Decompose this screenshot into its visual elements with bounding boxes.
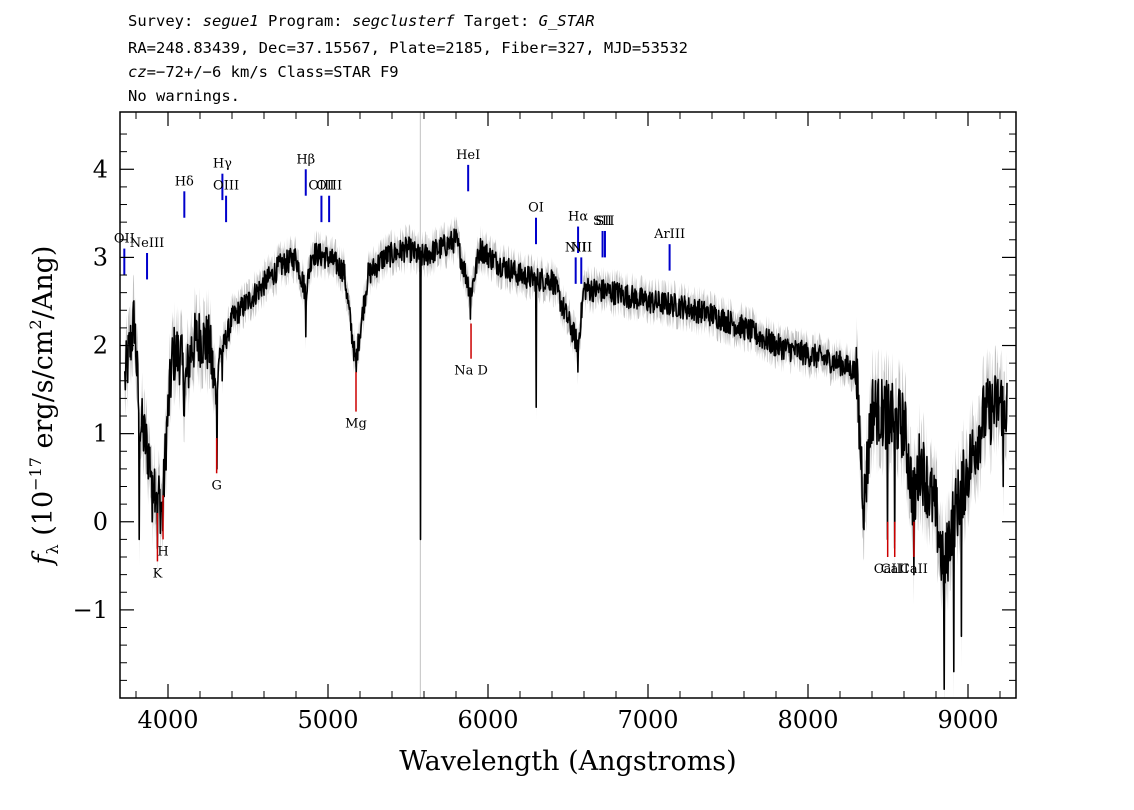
absorption-line-label: CaII <box>900 562 928 577</box>
absorption-line-label: CaII <box>874 562 902 577</box>
x-tick-label: 8000 <box>777 706 838 734</box>
emission-line-label: NII <box>565 240 587 255</box>
absorption-line-label: Na D <box>454 364 488 379</box>
absorption-line-label: Mg <box>345 417 367 432</box>
emission-line-label: OI <box>528 201 544 216</box>
y-tick-label: 3 <box>93 243 108 271</box>
x-tick-label: 6000 <box>457 706 518 734</box>
emission-line-label: OIII <box>308 179 334 194</box>
x-tick-label: 5000 <box>297 706 358 734</box>
emission-line-label: SII <box>595 214 614 229</box>
emission-line-label: OIII <box>213 179 239 194</box>
absorption-line-label: G <box>211 478 221 493</box>
emission-line-label: Hβ <box>296 152 315 167</box>
x-tick-label: 4000 <box>137 706 198 734</box>
target-value: G_STAR <box>538 12 595 30</box>
x-tick-label: 9000 <box>937 706 998 734</box>
emission-line-label: OII <box>114 232 135 247</box>
flux-series <box>124 228 1008 690</box>
emission-line-label: HeI <box>456 148 480 163</box>
absorption-line-label: CaII <box>881 562 909 577</box>
y-tick-label: 4 <box>93 155 108 183</box>
emission-line-label: Hα <box>568 210 588 225</box>
emission-line-label: OIII <box>316 179 342 194</box>
emission-line-label: Hγ <box>213 157 232 172</box>
program-value: segclusterf <box>351 12 455 30</box>
x-axis-label: Wavelength (Angstroms) <box>399 746 736 777</box>
header-survey-line: Survey: segue1 Program: segclusterf Targ… <box>128 12 595 30</box>
emission-line-label: NII <box>570 240 592 255</box>
emission-line-label: SII <box>593 214 612 229</box>
header-redshift-line: cz=−72+/−6 km/s Class=STAR F9 <box>128 63 399 81</box>
header-warnings-line: No warnings. <box>128 87 240 105</box>
absorption-line-label: K <box>153 566 163 581</box>
header-coordinates-line: RA=248.83439, Dec=37.15567, Plate=2185, … <box>128 39 688 57</box>
x-tick-label: 7000 <box>617 706 678 734</box>
y-axis-label: fλ (10−17 erg/s/cm2/Ang) <box>26 246 62 567</box>
absorption-line-label: H <box>157 544 168 559</box>
y-tick-label: 2 <box>93 332 108 360</box>
survey-value: segue1 <box>202 12 259 30</box>
emission-line-label: Hδ <box>175 174 194 189</box>
error-band-area <box>124 216 1007 698</box>
plot-frame <box>119 111 1017 699</box>
y-tick-label: 0 <box>93 508 108 536</box>
axes: 4000 5000 6000 7000 8000 9000 −1 0 1 2 3 4 <box>73 112 1016 734</box>
line-markers: OIINeIIIHδHγOIIIHβOIIIOIIIHeIOINIIHαNIIS… <box>114 148 928 582</box>
emission-line-label: ArIII <box>653 227 685 242</box>
y-tick-label: −1 <box>73 596 108 624</box>
emission-line-label: NeIII <box>130 236 164 251</box>
y-tick-label: 1 <box>93 420 108 448</box>
flux-line <box>124 228 1008 690</box>
